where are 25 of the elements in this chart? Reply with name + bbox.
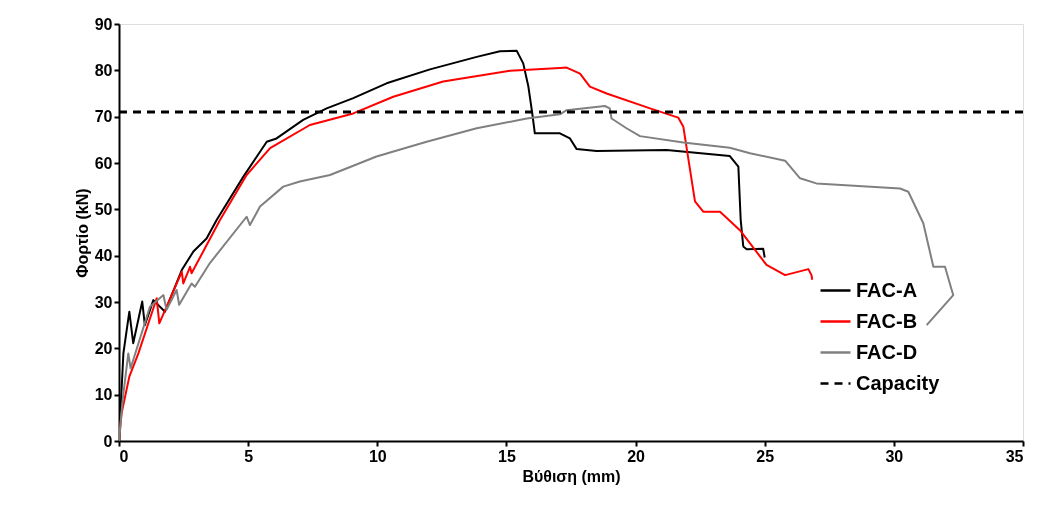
y-tick-label: 50 [94, 200, 113, 218]
y-tick-label: 80 [94, 61, 113, 79]
y-tick-label: 20 [94, 339, 113, 357]
y-tick-label: 90 [94, 15, 113, 33]
x-tick-label: 15 [498, 447, 516, 465]
x-tick-label: 35 [1005, 447, 1024, 465]
y-tick-label: 60 [94, 154, 113, 172]
x-tick-label: 25 [756, 447, 775, 465]
legend-label: FAC-A [856, 278, 918, 301]
legend-label: FAC-D [856, 340, 918, 363]
y-tick-label: 70 [94, 108, 113, 126]
x-tick-label: 20 [627, 447, 646, 465]
x-tick-label: 30 [885, 447, 904, 465]
y-tick-label: 10 [94, 386, 113, 404]
y-tick-label: 30 [94, 293, 113, 311]
y-tick-label: 40 [94, 247, 113, 265]
legend-label: Capacity [856, 371, 941, 394]
y-tick-label: 0 [103, 432, 113, 450]
x-tick-label: 10 [368, 447, 387, 465]
legend-label: FAC-B [856, 309, 918, 332]
line-series [119, 105, 955, 441]
x-tick-label: 0 [119, 447, 129, 465]
y-axis-title: Φορτίο (kN) [73, 188, 91, 278]
x-axis-title: Βύθιση (mm) [522, 467, 621, 485]
x-tick-label: 5 [244, 447, 254, 465]
